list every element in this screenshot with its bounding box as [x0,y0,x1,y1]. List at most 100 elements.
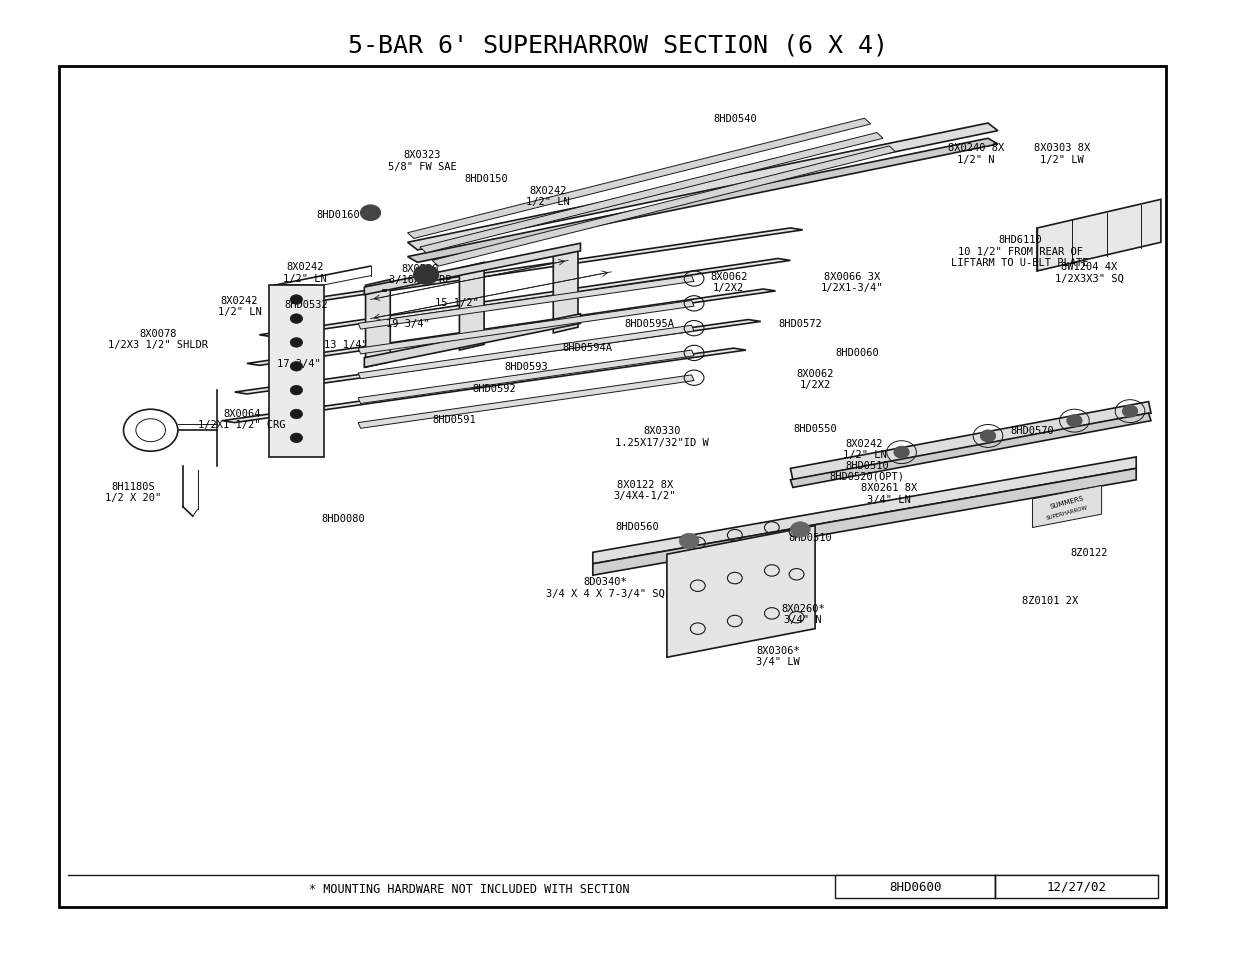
Text: 13 1/4": 13 1/4" [324,340,368,350]
Text: 8X0062: 8X0062 [710,272,747,281]
Circle shape [290,434,303,443]
Circle shape [290,410,303,419]
Text: 8HD0550: 8HD0550 [793,424,837,434]
Circle shape [679,534,699,549]
Bar [995,875,1158,898]
Polygon shape [408,119,871,239]
Circle shape [290,295,303,305]
Text: 1.25X17/32"ID W: 1.25X17/32"ID W [615,437,709,447]
Text: 3/4" N: 3/4" N [784,615,821,624]
Circle shape [981,431,995,442]
Text: 8X0323: 8X0323 [404,150,441,159]
Text: 8HD0080: 8HD0080 [321,514,366,523]
Text: 8W1204 4X: 8W1204 4X [1061,262,1118,272]
Text: 8HD6110: 8HD6110 [998,235,1042,245]
Circle shape [290,338,303,348]
Circle shape [894,447,909,458]
Text: 8X0062: 8X0062 [797,369,834,378]
Polygon shape [358,326,694,379]
Text: 8Z0101 2X: 8Z0101 2X [1021,596,1078,605]
Polygon shape [420,133,883,253]
Text: 8HD0592: 8HD0592 [472,384,516,394]
Bar [835,875,995,898]
Text: 8HD0594A: 8HD0594A [563,343,613,353]
Text: 8X0260*: 8X0260* [781,603,825,613]
Polygon shape [272,229,803,307]
Bar [59,67,1166,907]
Polygon shape [358,351,694,404]
Text: 1/2X3 1/2" SHLDR: 1/2X3 1/2" SHLDR [109,340,207,350]
Polygon shape [459,263,484,351]
Text: 8X0520: 8X0520 [401,264,438,274]
Text: 3/16X2" RP: 3/16X2" RP [389,275,451,285]
Polygon shape [358,301,694,355]
Text: 1/2" LN: 1/2" LN [842,450,887,459]
Polygon shape [358,276,694,330]
Text: 5/8" FW SAE: 5/8" FW SAE [388,162,457,172]
Text: 15 1/2": 15 1/2" [435,298,479,308]
Text: 8HD0570: 8HD0570 [1010,426,1055,436]
Text: 3/4X4-1/2": 3/4X4-1/2" [614,491,676,500]
Text: LIFTARM TO U-BLT PLATE: LIFTARM TO U-BLT PLATE [951,258,1089,268]
Text: 8X0078: 8X0078 [140,329,177,338]
Polygon shape [593,457,1136,564]
Text: 8X0122 8X: 8X0122 8X [616,479,673,489]
Text: 8HD0520(OPT): 8HD0520(OPT) [830,472,904,481]
Polygon shape [1032,486,1102,528]
Text: 8HD0160: 8HD0160 [316,210,361,219]
Text: * MOUNTING HARDWARE NOT INCLUDED WITH SECTION: * MOUNTING HARDWARE NOT INCLUDED WITH SE… [309,882,630,895]
Polygon shape [667,526,815,658]
Text: 8HD0060: 8HD0060 [835,348,879,357]
Text: 1/2X2: 1/2X2 [799,380,831,390]
Polygon shape [235,320,761,395]
Text: 8X0066 3X: 8X0066 3X [824,272,881,281]
Circle shape [290,386,303,395]
Text: 1/2" LN: 1/2" LN [217,307,262,316]
Text: 1/2 X 20": 1/2 X 20" [105,493,162,502]
Circle shape [361,206,380,221]
Polygon shape [408,124,998,251]
Text: 8X0306*: 8X0306* [756,645,800,655]
Circle shape [1123,406,1137,417]
Text: 8X0240 8X: 8X0240 8X [947,143,1004,152]
Text: SUMMERS: SUMMERS [1050,495,1084,510]
Text: 1/2X1-3/4": 1/2X1-3/4" [821,283,883,293]
Text: 8X0242: 8X0242 [846,438,883,448]
Polygon shape [408,139,998,263]
Text: 8X0261 8X: 8X0261 8X [861,483,918,493]
Text: 17 3/4": 17 3/4" [277,359,321,369]
Polygon shape [274,286,316,443]
Polygon shape [432,147,895,267]
Polygon shape [247,290,776,366]
Text: 8HD0591: 8HD0591 [432,415,477,424]
Text: 1/2" LW: 1/2" LW [1040,155,1084,165]
Text: 8HD0600: 8HD0600 [889,880,941,893]
Text: 8HD0593: 8HD0593 [504,362,548,372]
Text: 8Z0122: 8Z0122 [1071,548,1108,558]
Text: 8X0303 8X: 8X0303 8X [1034,143,1091,152]
Text: 1/2" LN: 1/2" LN [526,197,571,207]
Polygon shape [553,246,578,334]
Text: 8X0242: 8X0242 [287,262,324,272]
Polygon shape [366,280,390,368]
Polygon shape [222,349,746,423]
Polygon shape [790,414,1151,488]
Text: 8HD0572: 8HD0572 [778,319,823,329]
Text: 8X0064: 8X0064 [224,409,261,418]
Polygon shape [1037,200,1161,272]
Circle shape [1067,416,1082,427]
Text: 8HD0560: 8HD0560 [615,521,659,531]
Text: 8X0242: 8X0242 [221,295,258,305]
Polygon shape [364,314,580,368]
Text: 1/2" LN: 1/2" LN [283,274,327,283]
Circle shape [414,266,438,285]
Text: 3/4" LN: 3/4" LN [867,495,911,504]
Text: 8HD0595A: 8HD0595A [625,319,674,329]
Text: 1/2X1 1/2" CRG: 1/2X1 1/2" CRG [199,420,285,430]
Text: 19 3/4": 19 3/4" [385,319,430,329]
Polygon shape [269,286,324,457]
Text: 8X0330: 8X0330 [643,426,680,436]
Text: 8H1180S: 8H1180S [111,481,156,491]
Circle shape [290,314,303,324]
Text: 12/27/02: 12/27/02 [1047,880,1107,893]
